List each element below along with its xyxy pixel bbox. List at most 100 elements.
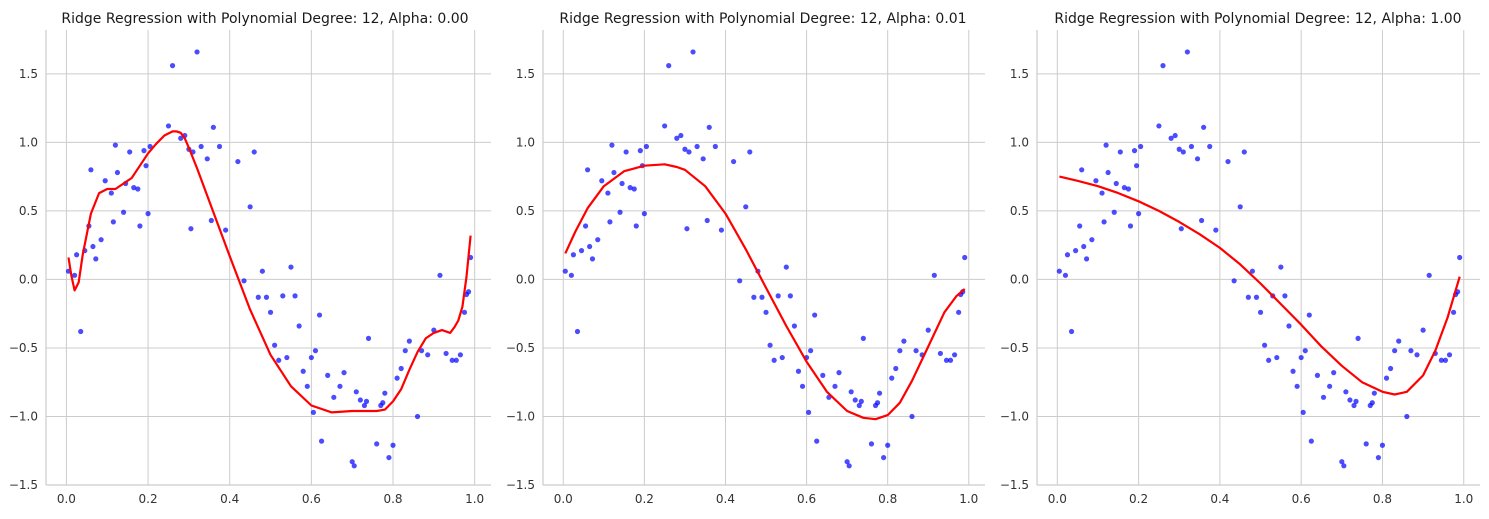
panel-2-data-point bbox=[943, 357, 950, 363]
panel-1-data-point bbox=[284, 354, 290, 361]
panel-1-data-point bbox=[386, 454, 392, 461]
panel-3-data-point bbox=[1375, 454, 1381, 461]
panel-1-data-point bbox=[394, 375, 400, 381]
panel-1-data-point bbox=[382, 390, 388, 396]
panel-2-x-tick-label: 0.8 bbox=[878, 492, 897, 506]
panel-3-data-point bbox=[1438, 357, 1444, 363]
panel-1-data-point bbox=[361, 402, 368, 409]
panel-1-data-point bbox=[204, 156, 210, 162]
panel-2-data-point bbox=[783, 264, 789, 270]
panel-2-data-point bbox=[767, 342, 773, 348]
panel-2-y-tick-label: 0.0 bbox=[516, 272, 535, 286]
panel-2-data-point bbox=[684, 226, 690, 232]
panel-2-data-point bbox=[909, 413, 915, 420]
panel-3-data-point bbox=[1073, 248, 1079, 254]
panel-2-data-point bbox=[694, 143, 700, 150]
panel-3-data-point bbox=[1180, 149, 1186, 155]
panel-3-data-point bbox=[1320, 394, 1327, 400]
panel-3-data-point bbox=[1274, 354, 1280, 361]
panel-1-data-point bbox=[165, 123, 172, 129]
panel-2-data-point bbox=[599, 178, 605, 184]
panel-2-x-tick-label: 0.2 bbox=[635, 492, 654, 506]
panel-1-y-tick-label: 0.0 bbox=[19, 272, 38, 286]
panel-1-data-point bbox=[223, 227, 229, 233]
panel-3-data-point bbox=[1457, 254, 1463, 261]
panel-1-data-point bbox=[318, 438, 325, 444]
panel-3-data-point bbox=[1105, 169, 1111, 176]
panel-3-data-point bbox=[1056, 268, 1062, 274]
panel-1-data-point bbox=[414, 413, 421, 420]
panel-2-data-point bbox=[605, 190, 611, 196]
panel-1-x-tick-label: 0.2 bbox=[139, 492, 158, 506]
panel-2-data-point bbox=[795, 368, 802, 374]
panel-1-data-point bbox=[465, 289, 472, 295]
panel-3-data-point bbox=[1160, 63, 1166, 69]
panel-3-y-tick-label: 0.0 bbox=[1010, 272, 1029, 286]
panel-3-data-point bbox=[1392, 348, 1398, 354]
panel-1-y-tick-label: 0.5 bbox=[19, 204, 38, 218]
panel-3-data-point bbox=[1383, 375, 1390, 381]
panel-2-data-point bbox=[578, 248, 585, 254]
panel-3-data-point bbox=[1266, 357, 1272, 363]
panel-3-data-point bbox=[1331, 370, 1337, 376]
panel-3-data-point bbox=[1113, 180, 1119, 187]
panel-3-data-point bbox=[1081, 243, 1087, 250]
panel-3-data-point bbox=[1064, 252, 1071, 258]
panel-2-data-point bbox=[568, 272, 574, 278]
panel-3-data-point bbox=[1178, 226, 1184, 232]
panel-3-data-point bbox=[1306, 312, 1312, 318]
panel-3-x-tick-label: 0.8 bbox=[1373, 492, 1392, 506]
panel-2-data-point bbox=[913, 348, 919, 354]
panel-1-data-point bbox=[120, 209, 127, 215]
panel-1-data-point bbox=[300, 368, 306, 374]
panel-3-data-point bbox=[1343, 389, 1349, 395]
panel-2-data-point bbox=[747, 149, 753, 155]
panel-1-data-point bbox=[363, 398, 370, 405]
panel-1-data-point bbox=[98, 237, 104, 243]
panel-3-x-tick-label: 0.6 bbox=[1292, 492, 1311, 506]
panel-2-fit-line bbox=[564, 163, 966, 421]
panel-2-data-point bbox=[595, 237, 601, 243]
panel-2-title: Ridge Regression with Polynomial Degree:… bbox=[559, 11, 966, 27]
panel-2-data-point bbox=[637, 148, 643, 154]
panel-1-data-point bbox=[135, 186, 141, 192]
panel-3-data-point bbox=[1355, 335, 1361, 341]
panel-2-data-point bbox=[901, 338, 907, 344]
panel-3-data-point bbox=[1308, 438, 1314, 444]
panel-2-data-point bbox=[931, 272, 937, 278]
panel-2-data-point bbox=[631, 186, 637, 192]
panel-1-data-points bbox=[65, 49, 474, 469]
panel-2-data-point bbox=[860, 335, 866, 341]
panel-1-data-point bbox=[437, 272, 443, 278]
panel-2-data-point bbox=[587, 243, 593, 250]
panel-2-data-point bbox=[686, 149, 692, 155]
panel-3-data-point bbox=[1282, 293, 1288, 299]
panel-2-data-point bbox=[704, 217, 710, 224]
panel-2-data-point bbox=[775, 293, 781, 299]
panel-3-data-point bbox=[1172, 132, 1178, 139]
panel-2-data-point bbox=[956, 309, 962, 315]
panel-2-data-point bbox=[889, 375, 895, 381]
panel-3-data-point bbox=[1176, 146, 1182, 152]
panel-3-data-point bbox=[1302, 348, 1308, 354]
panel-1-data-point bbox=[110, 219, 116, 225]
panel-3-data-point bbox=[1184, 49, 1190, 55]
panel-1-y-tick-label: 1.5 bbox=[19, 67, 38, 81]
panel-2-data-point bbox=[925, 327, 931, 333]
panel-2-data-point bbox=[836, 370, 842, 376]
panel-3-data-point bbox=[1314, 372, 1321, 378]
panel-2-data-point bbox=[814, 438, 820, 444]
panel-1-data-point bbox=[267, 309, 274, 315]
panel-1-y-tick-label: −1.5 bbox=[9, 478, 38, 492]
panel-2-data-point bbox=[751, 294, 757, 300]
panel-1-x-tick-label: 0.6 bbox=[302, 492, 321, 506]
panel-1-data-point bbox=[143, 163, 149, 169]
panel-2-data-point bbox=[868, 441, 875, 447]
panel-3-data-point bbox=[1298, 354, 1304, 361]
panel-2-data-point bbox=[611, 169, 617, 176]
panel-3-data-point bbox=[1121, 185, 1127, 191]
panel-3-data-point bbox=[1341, 463, 1347, 469]
panel-2-data-point bbox=[806, 409, 812, 415]
panel-3-data-point bbox=[1101, 219, 1107, 225]
panel-2-data-point bbox=[706, 124, 712, 130]
